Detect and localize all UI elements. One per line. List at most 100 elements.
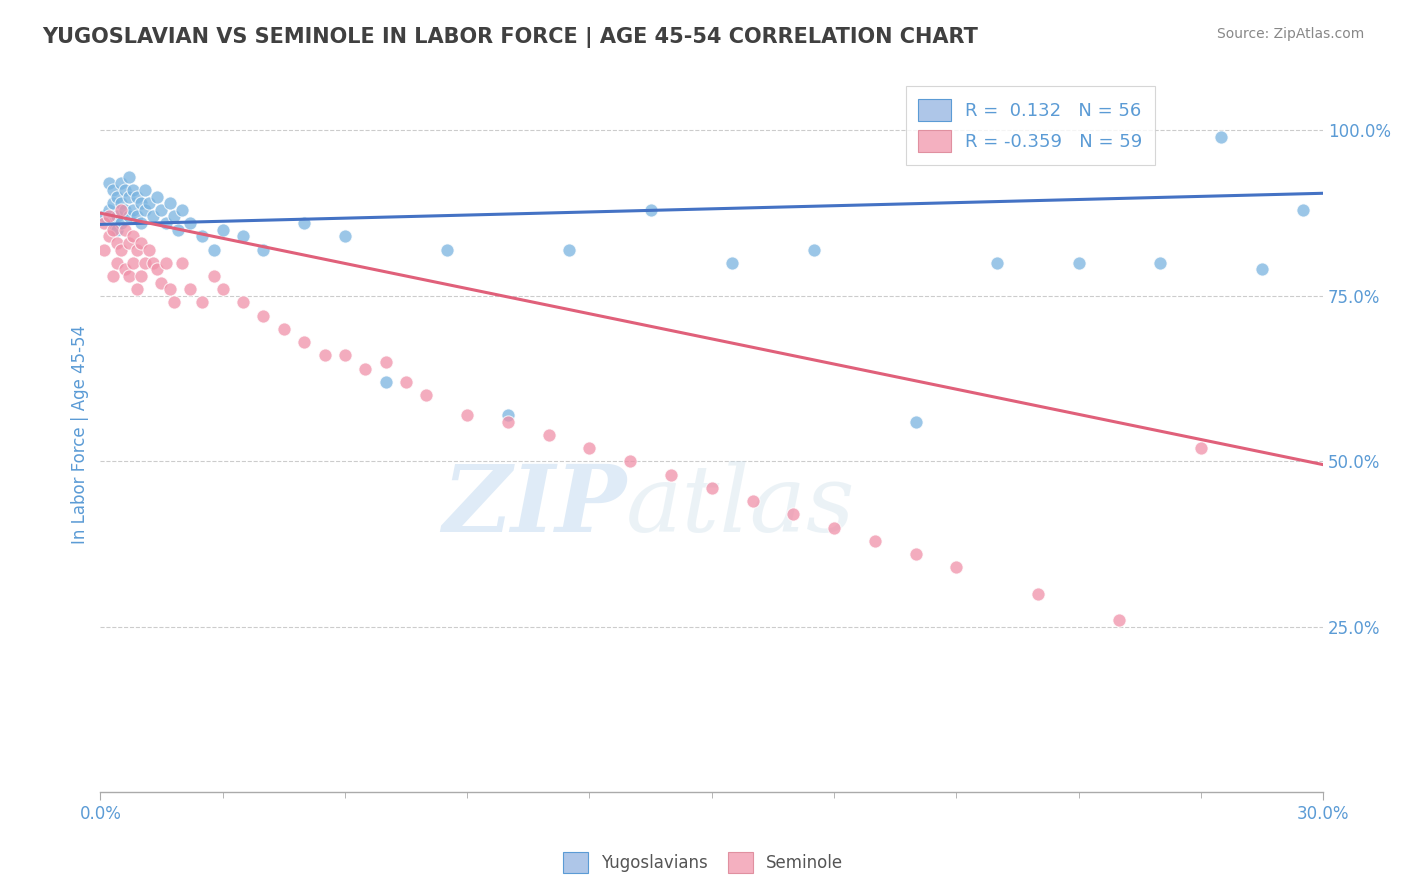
Point bbox=[114, 262, 136, 277]
Point bbox=[863, 533, 886, 548]
Point bbox=[166, 222, 188, 236]
Point bbox=[118, 235, 141, 250]
Point bbox=[354, 361, 377, 376]
Point bbox=[292, 216, 315, 230]
Point bbox=[101, 196, 124, 211]
Point bbox=[558, 243, 581, 257]
Point bbox=[129, 196, 152, 211]
Point bbox=[125, 243, 148, 257]
Point bbox=[415, 388, 437, 402]
Point bbox=[105, 222, 128, 236]
Point bbox=[782, 508, 804, 522]
Point bbox=[138, 243, 160, 257]
Y-axis label: In Labor Force | Age 45-54: In Labor Force | Age 45-54 bbox=[72, 326, 89, 544]
Point bbox=[146, 262, 169, 277]
Point bbox=[496, 415, 519, 429]
Text: YUGOSLAVIAN VS SEMINOLE IN LABOR FORCE | AGE 45-54 CORRELATION CHART: YUGOSLAVIAN VS SEMINOLE IN LABOR FORCE |… bbox=[42, 27, 979, 48]
Point bbox=[1149, 256, 1171, 270]
Point bbox=[118, 210, 141, 224]
Point bbox=[93, 243, 115, 257]
Point bbox=[101, 183, 124, 197]
Point bbox=[292, 335, 315, 350]
Point bbox=[93, 216, 115, 230]
Point bbox=[191, 229, 214, 244]
Point bbox=[155, 256, 177, 270]
Point bbox=[101, 222, 124, 236]
Point bbox=[211, 222, 233, 236]
Text: atlas: atlas bbox=[626, 461, 856, 551]
Point bbox=[537, 428, 560, 442]
Point bbox=[179, 282, 201, 296]
Point bbox=[333, 229, 356, 244]
Point bbox=[129, 268, 152, 283]
Point bbox=[374, 355, 396, 369]
Point bbox=[314, 348, 336, 362]
Point bbox=[1026, 587, 1049, 601]
Point bbox=[122, 202, 145, 217]
Point bbox=[395, 375, 418, 389]
Point bbox=[101, 216, 124, 230]
Point bbox=[170, 256, 193, 270]
Point bbox=[1292, 202, 1315, 217]
Point bbox=[1189, 441, 1212, 455]
Point bbox=[138, 196, 160, 211]
Legend: R =  0.132   N = 56, R = -0.359   N = 59: R = 0.132 N = 56, R = -0.359 N = 59 bbox=[905, 87, 1156, 165]
Point bbox=[105, 189, 128, 203]
Point bbox=[114, 222, 136, 236]
Point bbox=[101, 268, 124, 283]
Point bbox=[118, 189, 141, 203]
Point bbox=[619, 454, 641, 468]
Point bbox=[659, 467, 682, 482]
Point bbox=[150, 276, 173, 290]
Point bbox=[159, 196, 181, 211]
Point bbox=[823, 520, 845, 534]
Point bbox=[436, 243, 458, 257]
Point bbox=[110, 216, 132, 230]
Point bbox=[204, 243, 226, 257]
Point bbox=[134, 256, 156, 270]
Point bbox=[93, 210, 115, 224]
Point bbox=[97, 229, 120, 244]
Point bbox=[105, 235, 128, 250]
Point bbox=[110, 177, 132, 191]
Point bbox=[150, 202, 173, 217]
Point bbox=[134, 183, 156, 197]
Point bbox=[986, 256, 1008, 270]
Point bbox=[170, 202, 193, 217]
Point bbox=[578, 441, 600, 455]
Point bbox=[1067, 256, 1090, 270]
Point bbox=[134, 202, 156, 217]
Text: Source: ZipAtlas.com: Source: ZipAtlas.com bbox=[1216, 27, 1364, 41]
Point bbox=[1108, 613, 1130, 627]
Point bbox=[741, 494, 763, 508]
Point bbox=[122, 229, 145, 244]
Point bbox=[204, 268, 226, 283]
Point bbox=[142, 210, 165, 224]
Point bbox=[122, 183, 145, 197]
Point bbox=[110, 202, 132, 217]
Point bbox=[142, 256, 165, 270]
Point bbox=[110, 196, 132, 211]
Point bbox=[125, 210, 148, 224]
Point bbox=[163, 295, 186, 310]
Point bbox=[640, 202, 662, 217]
Point bbox=[105, 210, 128, 224]
Point bbox=[232, 229, 254, 244]
Point bbox=[125, 282, 148, 296]
Point bbox=[211, 282, 233, 296]
Point bbox=[904, 547, 927, 561]
Point bbox=[110, 243, 132, 257]
Point bbox=[159, 282, 181, 296]
Point bbox=[721, 256, 744, 270]
Point bbox=[456, 408, 478, 422]
Point bbox=[97, 202, 120, 217]
Point bbox=[374, 375, 396, 389]
Point bbox=[114, 183, 136, 197]
Point bbox=[97, 177, 120, 191]
Point bbox=[146, 189, 169, 203]
Point bbox=[333, 348, 356, 362]
Point bbox=[252, 243, 274, 257]
Point bbox=[904, 415, 927, 429]
Point bbox=[129, 216, 152, 230]
Point bbox=[105, 256, 128, 270]
